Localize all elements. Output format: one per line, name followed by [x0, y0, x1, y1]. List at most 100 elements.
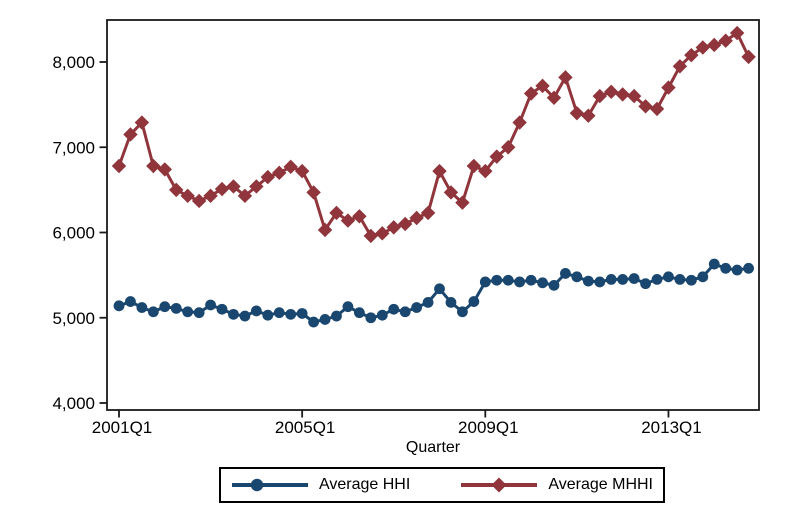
mhhi-data-point	[283, 159, 298, 175]
mhhi-data-point	[558, 70, 573, 85]
mhhi-data-point	[237, 188, 253, 204]
hhi-data-point	[685, 274, 697, 286]
hhi-data-point	[353, 307, 365, 319]
mhhi-data-point	[226, 179, 241, 194]
hhi-data-point	[273, 307, 285, 319]
mhhi-data-point	[523, 86, 539, 101]
x-axis-title: Quarter	[406, 439, 461, 456]
hhi-data-point	[697, 271, 709, 283]
mhhi-data-point	[123, 127, 138, 142]
mhhi-data-point	[169, 182, 184, 198]
hhi-data-point	[674, 273, 686, 285]
hhi-data-point	[479, 276, 491, 288]
legend-box: Average HHI Average MHHI	[219, 467, 665, 503]
mhhi-data-point	[672, 59, 688, 74]
hhi-series-line	[117, 262, 751, 324]
hhi-data-point	[525, 274, 537, 286]
x-tick-label: 2009Q1	[458, 418, 519, 437]
y-tick-label: 5,000	[52, 309, 95, 328]
mhhi-line-diamond-swatch	[461, 477, 538, 493]
hhi-data-point	[170, 302, 182, 314]
hhi-data-point	[514, 276, 526, 288]
legend-entry-mhhi: Average MHHI	[458, 476, 653, 494]
mhhi-data-point	[386, 220, 401, 235]
series-markers	[111, 25, 756, 328]
mhhi-data-point	[397, 216, 413, 232]
mhhi-data-point	[718, 33, 733, 48]
hhi-data-point	[594, 276, 606, 288]
hhi-data-point	[365, 312, 377, 324]
hhi-data-point	[491, 274, 503, 286]
hhi-data-point	[731, 264, 743, 276]
hhi-data-point	[113, 300, 125, 312]
hhi-data-point	[651, 273, 663, 285]
hhi-data-point	[147, 306, 159, 318]
mhhi-data-point	[203, 188, 218, 204]
mhhi-data-point	[294, 163, 310, 179]
mhhi-data-point	[707, 37, 722, 53]
hhi-data-point	[457, 306, 468, 318]
hhi-data-point	[331, 310, 342, 322]
hhi-data-point	[708, 258, 720, 270]
mhhi-data-point	[729, 25, 745, 41]
mhhi-data-point	[741, 49, 756, 65]
mhhi-data-point	[455, 195, 470, 210]
plot-frame	[106, 19, 760, 411]
mhhi-data-point	[329, 205, 344, 221]
hhi-data-point	[434, 283, 445, 295]
mhhi-data-point	[695, 40, 710, 55]
mhhi-data-point	[535, 78, 550, 94]
hhi-data-point	[308, 316, 319, 328]
hhi-data-point	[228, 308, 239, 320]
mhhi-data-point	[604, 84, 619, 100]
hhi-data-point	[285, 308, 297, 320]
hhi-data-point	[617, 273, 629, 285]
hhi-data-point	[537, 277, 548, 289]
legend-entry-hhi: Average HHI	[229, 476, 410, 494]
hhi-data-point	[159, 301, 171, 313]
mhhi-data-point	[157, 162, 172, 177]
hhi-data-point	[411, 302, 423, 313]
mhhi-data-point	[306, 185, 321, 200]
mhhi-data-point	[546, 90, 562, 106]
hhi-data-point	[640, 278, 651, 290]
mhhi-series-line	[117, 31, 751, 238]
mhhi-data-point	[249, 179, 264, 194]
mhhi-data-point	[432, 163, 447, 179]
hhi-data-point	[388, 303, 400, 315]
legend-label-mhhi: Average MHHI	[548, 476, 653, 493]
mhhi-data-point	[272, 165, 287, 181]
hhi-data-point	[605, 273, 617, 285]
legend-label-hhi: Average HHI	[319, 476, 411, 493]
mhhi-data-point	[581, 108, 596, 123]
mhhi-data-point	[592, 88, 607, 104]
hhi-data-point	[319, 314, 331, 325]
mhhi-data-point	[214, 181, 230, 197]
x-axis-ticks: 2001Q1 2005Q1 2009Q1 2013Q1	[92, 410, 702, 437]
x-tick-label: 2005Q1	[275, 418, 336, 437]
mhhi-data-point	[649, 101, 665, 117]
hhi-data-point	[663, 271, 674, 283]
mhhi-data-point	[615, 87, 630, 102]
hhi-data-point	[182, 306, 194, 318]
mhhi-data-point	[352, 209, 367, 224]
hhi-data-point	[376, 309, 388, 321]
mhhi-data-point	[626, 88, 642, 104]
mhhi-data-point	[191, 193, 207, 209]
hhi-data-point	[342, 301, 354, 313]
hhi-data-point	[136, 302, 148, 313]
mhhi-data-point	[146, 158, 161, 174]
y-tick-label: 4,000	[52, 394, 95, 413]
mhhi-data-point	[512, 115, 527, 130]
y-axis-ticks: 4,000 5,000 6,000 7,000 8,000	[52, 53, 107, 413]
hhi-data-point	[571, 271, 583, 283]
hhi-data-point	[582, 275, 594, 287]
hhi-data-point	[468, 296, 480, 307]
hhi-data-point	[205, 299, 216, 311]
mhhi-data-point	[443, 185, 459, 200]
mhhi-data-point	[684, 47, 699, 63]
mhhi-data-point	[340, 213, 356, 228]
hhi-line-circle-swatch	[232, 478, 308, 492]
